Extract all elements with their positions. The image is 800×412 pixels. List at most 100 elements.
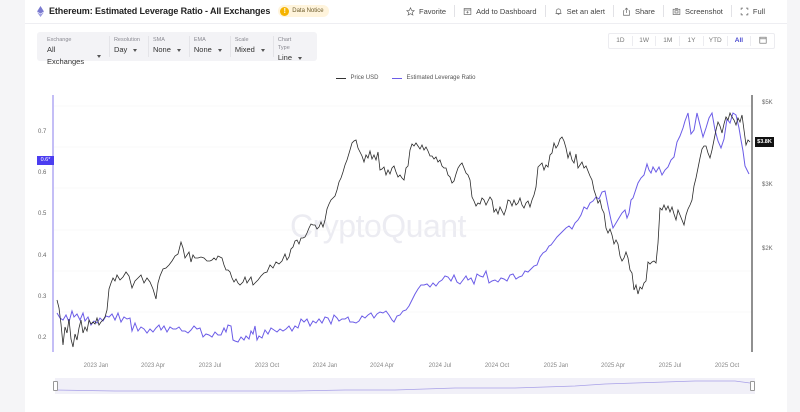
- ethereum-icon: [37, 5, 44, 17]
- scale-select[interactable]: Scale Mixed: [231, 36, 274, 57]
- svg-text:0.2: 0.2: [38, 335, 47, 341]
- screenshot-label: Screenshot: [684, 6, 723, 16]
- chevron-down-icon: [96, 54, 101, 58]
- favorite-button[interactable]: Favorite: [398, 5, 454, 17]
- legend-price-label: Price USD: [350, 75, 379, 81]
- navigator-left-handle[interactable]: [53, 381, 58, 391]
- navigator-right-handle[interactable]: [750, 381, 755, 391]
- data-notice-label: Data Notice: [292, 8, 324, 14]
- chevron-down-icon: [298, 56, 303, 60]
- range-1d[interactable]: 1D: [609, 36, 633, 46]
- price-usd-line: [56, 111, 751, 348]
- bell-icon: [555, 8, 562, 15]
- svg-text:2024 Oct: 2024 Oct: [485, 363, 510, 369]
- chart-type-select[interactable]: Chart Type Line: [274, 36, 311, 62]
- exchange-label: Exchange: [47, 37, 72, 43]
- fullscreen-button[interactable]: Full: [730, 5, 773, 17]
- camera-icon: [672, 7, 681, 15]
- ema-select[interactable]: EMA None: [190, 36, 231, 57]
- svg-text:2023 Jul: 2023 Jul: [199, 363, 222, 369]
- range-all[interactable]: All: [728, 36, 752, 46]
- calendar-icon: [759, 37, 767, 44]
- sma-select[interactable]: SMA None: [149, 36, 190, 57]
- current-price-badge: $3.8K: [755, 137, 774, 147]
- svg-text:2023 Jan: 2023 Jan: [84, 363, 109, 369]
- range-1m[interactable]: 1M: [656, 36, 681, 46]
- chart-type-label: Chart Type: [277, 37, 292, 51]
- add-to-dashboard-label: Add to Dashboard: [476, 6, 537, 16]
- sma-value: None: [152, 45, 171, 54]
- scale-value: Mixed: [234, 45, 255, 54]
- page-title: Ethereum: Estimated Leverage Ratio - All…: [49, 6, 271, 16]
- resolution-value: Day: [113, 45, 128, 54]
- svg-text:0.6: 0.6: [38, 170, 47, 176]
- chart-type-value: Line: [277, 53, 293, 62]
- svg-text:0.4: 0.4: [38, 253, 47, 259]
- star-icon: [406, 6, 416, 16]
- add-to-dashboard-button[interactable]: Add to Dashboard: [454, 5, 544, 17]
- right-axis-ticks: $5K $3K $2K: [762, 100, 773, 252]
- svg-text:2024 Apr: 2024 Apr: [370, 363, 394, 369]
- legend-leverage-label: Estimated Leverage Ratio: [406, 75, 476, 81]
- date-picker-button[interactable]: [751, 36, 774, 46]
- ema-value: None: [193, 45, 212, 54]
- chevron-down-icon: [133, 48, 138, 52]
- exchange-select[interactable]: Exchange All Exchanges: [43, 36, 110, 66]
- sma-label: SMA: [152, 37, 165, 43]
- fullscreen-label: Full: [752, 6, 765, 16]
- set-alert-button[interactable]: Set an alert: [544, 5, 613, 17]
- resolution-select[interactable]: Resolution Day: [110, 36, 149, 57]
- favorite-label: Favorite: [419, 6, 447, 16]
- svg-text:$3K: $3K: [762, 182, 773, 188]
- svg-text:2025 Oct: 2025 Oct: [715, 363, 740, 369]
- ema-label: EMA: [193, 37, 206, 43]
- data-notice-badge[interactable]: ! Data Notice: [278, 5, 329, 17]
- range-navigator[interactable]: [54, 378, 755, 394]
- chevron-down-icon: [260, 48, 265, 52]
- legend-swatch-leverage: [392, 77, 403, 79]
- x-axis-ticks: 2023 Jan 2023 Apr 2023 Jul 2023 Oct 2024…: [84, 363, 740, 369]
- chart-card: Ethereum: Estimated Leverage Ratio - All…: [25, 0, 787, 412]
- fullscreen-icon: [740, 7, 749, 15]
- svg-text:0.5: 0.5: [38, 211, 47, 217]
- svg-text:2024 Jan: 2024 Jan: [313, 363, 338, 369]
- navigator-preview: [54, 380, 755, 392]
- svg-text:0.3: 0.3: [38, 294, 47, 300]
- chart-plot: 0.7 0.6 0.5 0.4 0.3 0.2 $5K $3K $2K 2023…: [38, 95, 773, 369]
- svg-text:2023 Apr: 2023 Apr: [141, 363, 165, 369]
- svg-text:$5K: $5K: [762, 100, 773, 106]
- range-1w[interactable]: 1W: [633, 36, 657, 46]
- svg-text:2024 Jul: 2024 Jul: [429, 363, 452, 369]
- range-ytd[interactable]: YTD: [704, 36, 728, 46]
- leverage-ratio-line: [56, 111, 750, 343]
- current-leverage-badge: 0.6*: [37, 156, 54, 165]
- share-button[interactable]: Share: [612, 5, 663, 17]
- svg-text:2025 Jan: 2025 Jan: [544, 363, 569, 369]
- svg-text:2023 Oct: 2023 Oct: [255, 363, 280, 369]
- title-group: Ethereum: Estimated Leverage Ratio - All…: [37, 5, 329, 17]
- svg-text:0.7: 0.7: [38, 129, 47, 135]
- legend-leverage-ratio[interactable]: Estimated Leverage Ratio: [392, 75, 476, 81]
- set-alert-label: Set an alert: [566, 6, 605, 16]
- time-range-selector: 1D 1W 1M 1Y YTD All: [608, 33, 775, 49]
- share-label: Share: [634, 6, 655, 16]
- svg-text:$2K: $2K: [762, 246, 773, 252]
- svg-text:2025 Apr: 2025 Apr: [601, 363, 625, 369]
- chart-header: Ethereum: Estimated Leverage Ratio - All…: [25, 0, 787, 24]
- dashboard-icon: [463, 7, 472, 15]
- chevron-down-icon: [217, 48, 222, 52]
- chart-legend: Price USD Estimated Leverage Ratio: [25, 75, 787, 81]
- warning-icon: !: [280, 6, 290, 16]
- screenshot-button[interactable]: Screenshot: [662, 5, 731, 17]
- share-icon: [623, 7, 630, 16]
- exchange-value: All Exchanges: [47, 45, 85, 66]
- left-axis-ticks: 0.7 0.6 0.5 0.4 0.3 0.2: [38, 129, 47, 341]
- filter-bar: Exchange All Exchanges Resolution Day SM…: [37, 32, 317, 66]
- range-1y[interactable]: 1Y: [680, 36, 704, 46]
- scale-label: Scale: [234, 37, 249, 43]
- gridlines: [54, 105, 752, 313]
- chevron-down-icon: [176, 48, 181, 52]
- resolution-label: Resolution: [113, 37, 140, 43]
- header-actions: Favorite Add to Dashboard Set an alert S…: [398, 5, 773, 17]
- legend-price-usd[interactable]: Price USD: [336, 75, 378, 81]
